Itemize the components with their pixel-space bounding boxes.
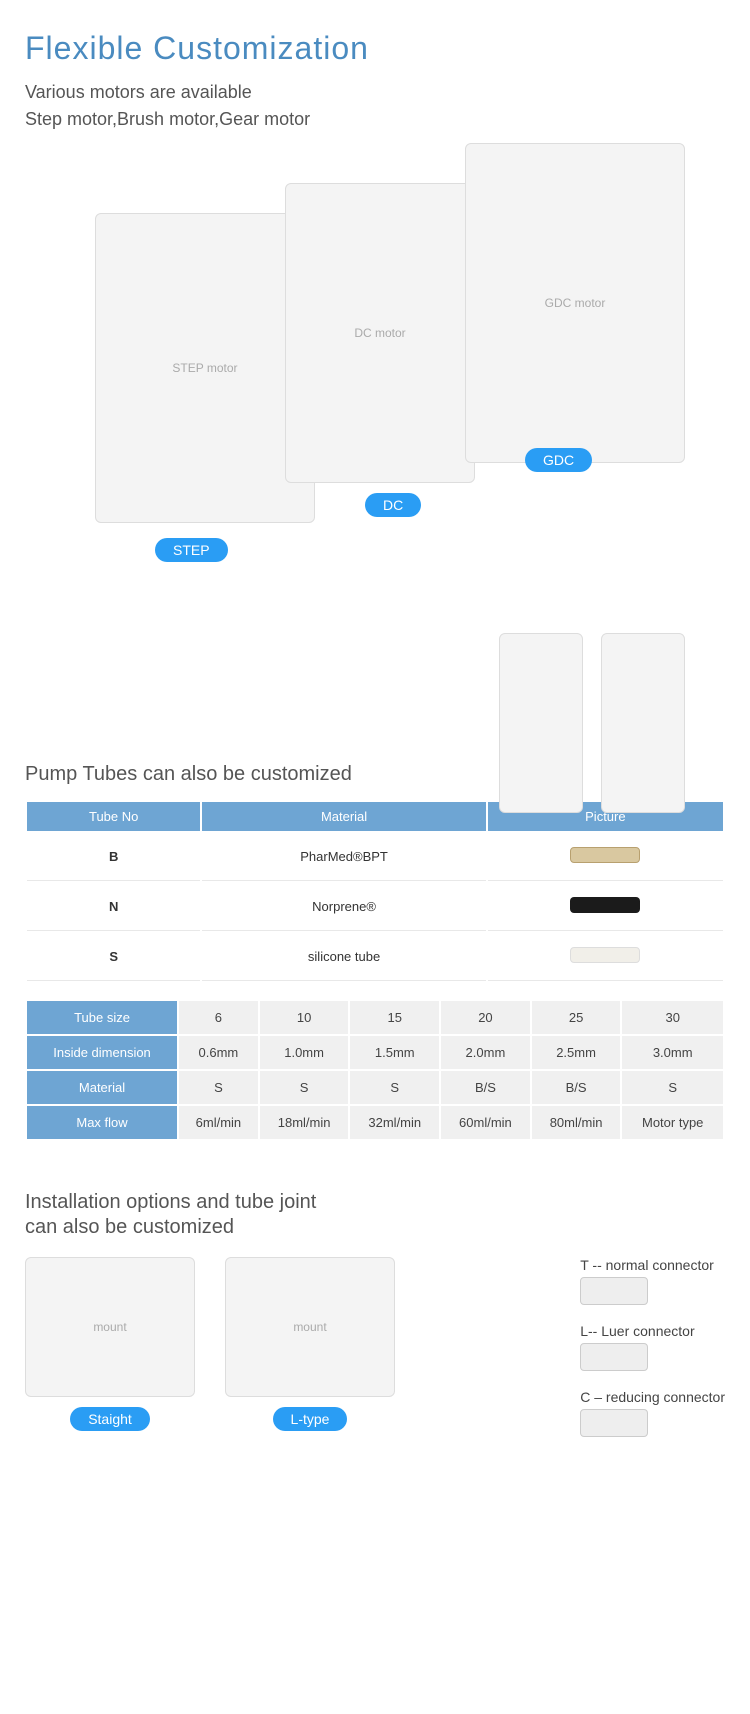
table-row: B PharMed®BPT xyxy=(27,833,723,881)
cell: Motor type xyxy=(622,1106,723,1139)
motor-dc-image: DC motor xyxy=(285,183,475,483)
cell: S xyxy=(350,1071,439,1104)
rowhdr-inside: Inside dimension xyxy=(27,1036,177,1069)
cell: 10 xyxy=(260,1001,349,1034)
cell: 1.0mm xyxy=(260,1036,349,1069)
connector-t-image xyxy=(580,1277,648,1305)
cell: 3.0mm xyxy=(622,1036,723,1069)
cell: S xyxy=(622,1071,723,1104)
motor-figure: STEP motor DC motor GDC motor STEP DC GD… xyxy=(25,153,725,593)
cell-tube-no: S xyxy=(27,933,200,981)
table-row: S silicone tube xyxy=(27,933,723,981)
install-heading-1: Installation options and tube joint xyxy=(25,1191,725,1214)
swatch-norprene xyxy=(570,897,640,913)
cell: S xyxy=(179,1071,258,1104)
cell: 80ml/min xyxy=(532,1106,621,1139)
install-ltype-image: mount xyxy=(225,1257,395,1397)
cell: 60ml/min xyxy=(441,1106,530,1139)
table-row: Max flow 6ml/min 18ml/min 32ml/min 60ml/… xyxy=(27,1106,723,1139)
cell-material: silicone tube xyxy=(202,933,485,981)
cell: 6 xyxy=(179,1001,258,1034)
cell: 6ml/min xyxy=(179,1106,258,1139)
rowhdr-size: Tube size xyxy=(27,1001,177,1034)
cell: 2.5mm xyxy=(532,1036,621,1069)
cell: B/S xyxy=(441,1071,530,1104)
cell: 2.0mm xyxy=(441,1036,530,1069)
rowhdr-material: Material xyxy=(27,1071,177,1104)
rowhdr-flow: Max flow xyxy=(27,1106,177,1139)
dc-label-pill: DC xyxy=(365,493,421,517)
connector-l-label: L-- Luer connector xyxy=(580,1323,725,1339)
tube-pair-images xyxy=(499,633,685,813)
cell-material: Norprene® xyxy=(202,883,485,931)
motor-step-image: STEP motor xyxy=(95,213,315,523)
page-title: Flexible Customization xyxy=(25,30,725,67)
swatch-bpt xyxy=(570,847,640,863)
cell-material: PharMed®BPT xyxy=(202,833,485,881)
cell: 15 xyxy=(350,1001,439,1034)
connector-c: C – reducing connector xyxy=(580,1389,725,1437)
subtitle: Various motors are available Step motor,… xyxy=(25,79,725,133)
connector-t: T -- normal connector xyxy=(580,1257,725,1305)
install-straight-image: mount xyxy=(25,1257,195,1397)
cell: 25 xyxy=(532,1001,621,1034)
table-row: Tube size 6 10 15 20 25 30 xyxy=(27,1001,723,1034)
tube-size-table: Tube size 6 10 15 20 25 30 Inside dimens… xyxy=(25,999,725,1141)
swatch-silicone xyxy=(570,947,640,963)
cell-picture xyxy=(488,933,723,981)
cell-picture xyxy=(488,883,723,931)
connector-c-image xyxy=(580,1409,648,1437)
install-row: mount Staight mount L-type T -- normal c… xyxy=(25,1257,725,1455)
th-material: Material xyxy=(202,802,485,831)
connector-l-image xyxy=(580,1343,648,1371)
motor-gdc-image: GDC motor xyxy=(465,143,685,463)
step-label-pill: STEP xyxy=(155,538,228,562)
cell: 0.6mm xyxy=(179,1036,258,1069)
install-ltype: mount L-type xyxy=(225,1257,395,1431)
cell: B/S xyxy=(532,1071,621,1104)
cell: 32ml/min xyxy=(350,1106,439,1139)
connector-l: L-- Luer connector xyxy=(580,1323,725,1371)
install-heading-2: can also be customized xyxy=(25,1216,725,1239)
connector-t-label: T -- normal connector xyxy=(580,1257,725,1273)
cell: 30 xyxy=(622,1001,723,1034)
cell: 20 xyxy=(441,1001,530,1034)
cell: 18ml/min xyxy=(260,1106,349,1139)
table-row: Material S S S B/S B/S S xyxy=(27,1071,723,1104)
cell: S xyxy=(260,1071,349,1104)
table-row: N Norprene® xyxy=(27,883,723,931)
cell-picture xyxy=(488,833,723,881)
straight-label-pill: Staight xyxy=(70,1407,150,1431)
ltype-label-pill: L-type xyxy=(273,1407,348,1431)
subtitle-line1: Various motors are available xyxy=(25,79,725,106)
tube-pair-right xyxy=(601,633,685,813)
cell-tube-no: B xyxy=(27,833,200,881)
gdc-label-pill: GDC xyxy=(525,448,592,472)
install-straight: mount Staight xyxy=(25,1257,195,1431)
connector-column: T -- normal connector L-- Luer connector… xyxy=(580,1257,725,1455)
tube-pair-left xyxy=(499,633,583,813)
connector-c-label: C – reducing connector xyxy=(580,1389,725,1405)
tube-material-table: Tube No Material Picture B PharMed®BPT N… xyxy=(25,800,725,983)
cell: 1.5mm xyxy=(350,1036,439,1069)
cell-tube-no: N xyxy=(27,883,200,931)
subtitle-line2: Step motor,Brush motor,Gear motor xyxy=(25,106,725,133)
th-tube-no: Tube No xyxy=(27,802,200,831)
table-row: Inside dimension 0.6mm 1.0mm 1.5mm 2.0mm… xyxy=(27,1036,723,1069)
